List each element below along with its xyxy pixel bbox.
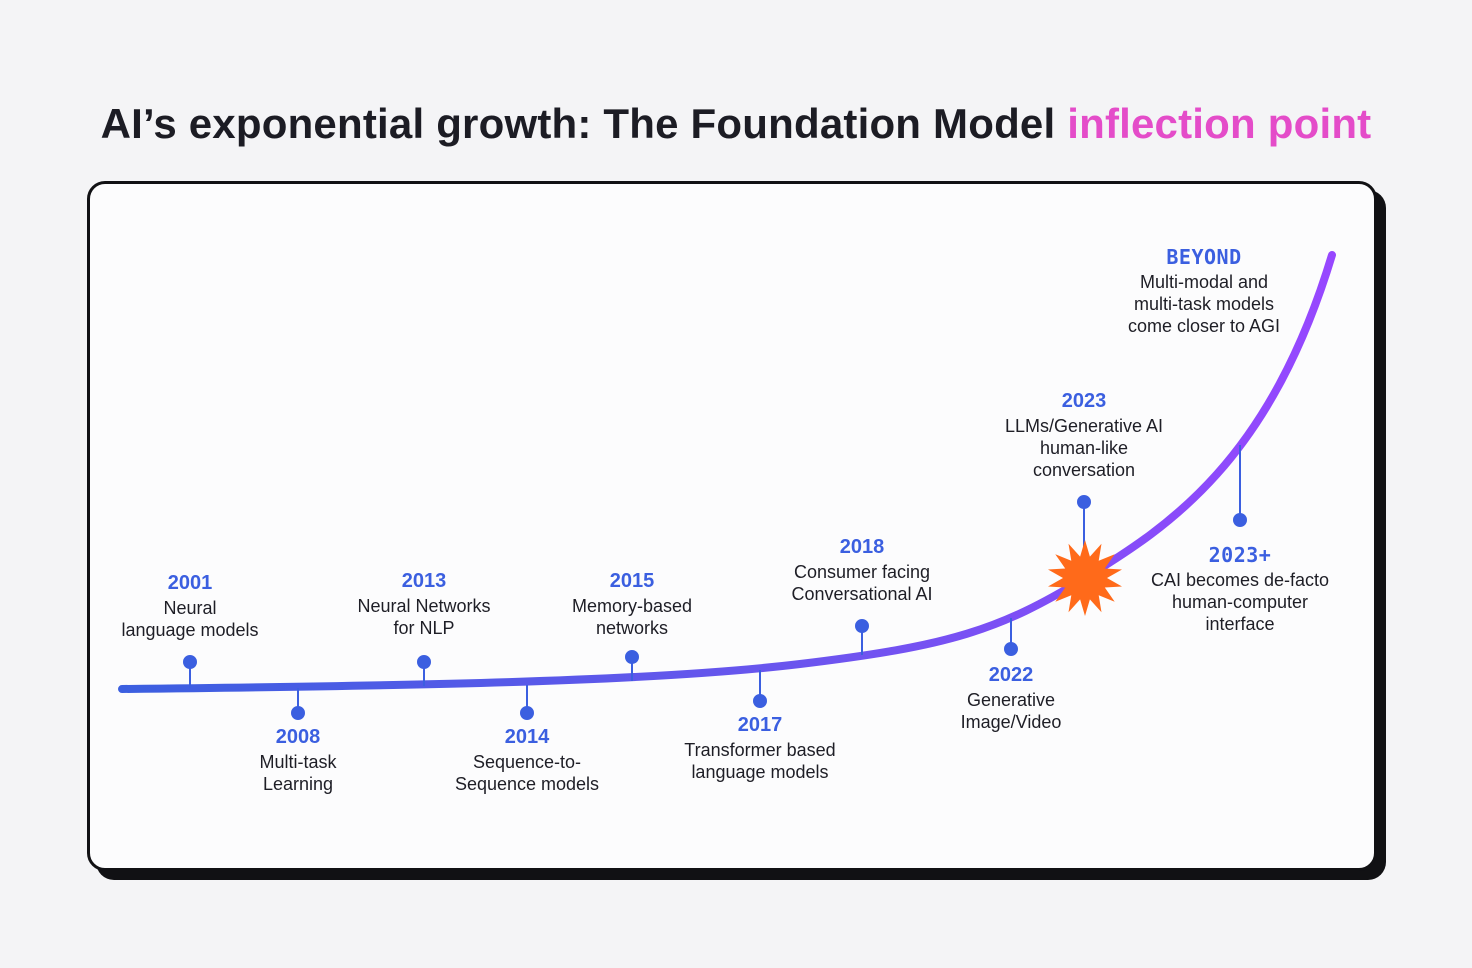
milestone-year: 2018 — [839, 536, 885, 558]
milestone-desc-line: Learning — [262, 774, 334, 794]
marker-2015 — [625, 650, 639, 664]
milestone-2022: 2022 Generative Image/Video — [961, 661, 1062, 733]
title-prefix: AI’s exponential growth: The Foundation … — [100, 100, 1068, 147]
milestone-desc-line: language models — [121, 620, 259, 640]
milestone-desc-line: Conversational AI — [791, 584, 933, 604]
milestone-2023: 2023 LLMs/Generative AI human-like conve… — [1005, 387, 1163, 481]
page-title: AI’s exponential growth: The Foundation … — [0, 96, 1472, 152]
milestone-2013: 2013 Neural Networks for NLP — [357, 567, 490, 639]
milestone-desc-line: Neural Networks — [357, 596, 491, 616]
marker-2001 — [183, 655, 197, 669]
milestone-2018: 2018 Consumer facing Conversational AI — [791, 533, 932, 605]
milestone-2001: 2001 Neural language models — [121, 569, 258, 641]
milestone-2017: 2017 Transformer based language models — [684, 711, 835, 783]
milestone-year: 2013 — [401, 570, 447, 592]
milestone-year: BEYOND — [1166, 245, 1242, 269]
milestone-desc-line: multi-task models — [1133, 294, 1275, 314]
milestone-desc-line: human-computer — [1171, 592, 1309, 612]
milestone-desc-line: Neural — [163, 598, 217, 618]
marker-2023 — [1077, 495, 1091, 509]
milestone-year: 2015 — [609, 570, 655, 592]
marker-2013 — [417, 655, 431, 669]
marker-2022 — [1004, 642, 1018, 656]
milestone-2014: 2014 Sequence-to- Sequence models — [455, 723, 599, 795]
milestone-desc-line: networks — [595, 618, 669, 638]
milestone-desc-line: Image/Video — [960, 712, 1062, 732]
milestone-year: 2023+ — [1208, 543, 1272, 567]
milestone-desc-line: language models — [691, 762, 829, 782]
milestone-desc-line: Transformer based — [684, 740, 836, 760]
milestone-year: 2001 — [167, 572, 213, 594]
milestone-year: 2017 — [737, 714, 783, 736]
milestone-desc-line: interface — [1205, 614, 1275, 634]
milestone-desc-line: Sequence models — [454, 774, 600, 794]
milestone-desc-line: conversation — [1032, 460, 1136, 480]
milestone-desc-line: CAI becomes de-facto — [1150, 570, 1330, 590]
marker-2023plus — [1233, 513, 1247, 527]
milestone-desc-line: Memory-based — [571, 596, 693, 616]
milestone-desc-line: Generative — [966, 690, 1056, 710]
milestone-desc-line: Multi-modal and — [1139, 272, 1269, 292]
milestone-year: 2008 — [275, 726, 321, 748]
growth-curve — [118, 251, 1336, 693]
milestone-desc-line: Consumer facing — [793, 562, 931, 582]
milestone-year: 2022 — [988, 664, 1034, 686]
milestone-desc-line: Multi-task — [259, 752, 337, 772]
marker-2014 — [520, 706, 534, 720]
milestone-year: 2023 — [1061, 390, 1107, 412]
milestone-beyond: BEYOND Multi-modal and multi-task models… — [1128, 243, 1280, 337]
milestone-desc-line: for NLP — [393, 618, 455, 638]
milestone-desc-line: come closer to AGI — [1127, 316, 1281, 336]
milestone-2015: 2015 Memory-based networks — [572, 567, 692, 639]
milestone-desc-line: human-like — [1039, 438, 1129, 458]
milestone-desc-line: Sequence-to- — [472, 752, 582, 772]
milestone-desc-line: LLMs/Generative AI — [1004, 416, 1164, 436]
title-highlight: inflection point — [1067, 100, 1372, 147]
inflection-burst-icon — [1048, 540, 1122, 616]
milestone-2023plus: 2023+ CAI becomes de-facto human-compute… — [1151, 541, 1329, 635]
marker-2017 — [753, 694, 767, 708]
milestone-2008: 2008 Multi-task Learning — [259, 723, 336, 795]
marker-2008 — [291, 706, 305, 720]
milestone-year: 2014 — [504, 726, 550, 748]
marker-2018 — [855, 619, 869, 633]
